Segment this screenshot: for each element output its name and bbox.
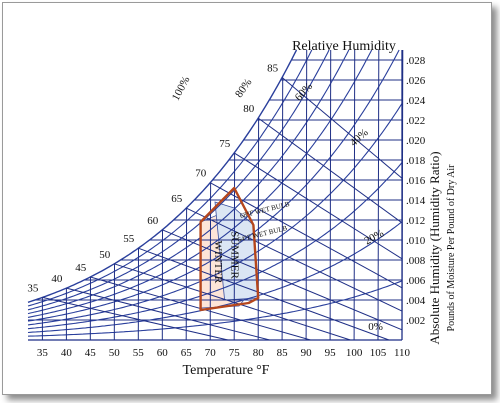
saturation-temp-label: 40 bbox=[51, 273, 63, 285]
x-tick-label: 45 bbox=[85, 347, 97, 359]
y-tick-label: .012 bbox=[406, 215, 425, 227]
x-tick-label: 110 bbox=[394, 347, 411, 359]
wetbulb-line bbox=[66, 287, 270, 341]
rh-curve-70 bbox=[27, 49, 350, 315]
saturation-temp-label: 80 bbox=[243, 103, 255, 115]
rh-label: 20% bbox=[362, 227, 385, 247]
rh-label: 0% bbox=[368, 321, 383, 333]
chart-frame bbox=[2, 2, 492, 395]
comfort-outline bbox=[199, 186, 260, 312]
y-tick-label: .014 bbox=[406, 195, 426, 207]
saturation-temp-label: 75 bbox=[219, 138, 231, 150]
saturation-temp-label: 50 bbox=[99, 249, 111, 261]
saturation-temp-label: 45 bbox=[75, 262, 87, 274]
x-tick-label: 100 bbox=[346, 347, 363, 359]
wetbulb-line bbox=[138, 247, 390, 341]
x-tick-label: 90 bbox=[301, 347, 313, 359]
wetbulb-line bbox=[281, 77, 403, 179]
saturation-temp-label: 55 bbox=[123, 233, 135, 245]
wetbulb-line bbox=[209, 182, 403, 289]
wetbulb-line bbox=[185, 207, 403, 312]
drybulb-gridline bbox=[281, 77, 284, 341]
zone-label-summer: SUMMER bbox=[228, 231, 240, 279]
y-tick-label: .002 bbox=[406, 315, 425, 327]
drybulb-gridline bbox=[329, 49, 332, 341]
x-tick-label: 75 bbox=[229, 347, 241, 359]
x-tick-label: 35 bbox=[37, 347, 49, 359]
x-tick-label: 80 bbox=[253, 347, 265, 359]
saturation-temp-label: 35 bbox=[27, 282, 39, 294]
y-tick-label: .004 bbox=[406, 295, 426, 307]
zone-label-winter: WINTER bbox=[212, 241, 224, 284]
x-tick-label: 50 bbox=[109, 347, 121, 359]
y-tick-label: .018 bbox=[406, 155, 426, 167]
saturation-temp-label: 70 bbox=[195, 168, 207, 180]
y-tick-label: .010 bbox=[406, 235, 426, 247]
y-tick-label: .026 bbox=[406, 75, 426, 87]
x-tick-label: 65 bbox=[181, 347, 193, 359]
y-axis-label: Absolute Humidity (Humidity Ratio) bbox=[427, 151, 442, 344]
y-tick-label: .008 bbox=[406, 255, 426, 267]
y-tick-label: .006 bbox=[406, 275, 426, 287]
y-axis-sublabel: Pounds of Moisture Per Pound of Dry Air bbox=[446, 164, 457, 332]
x-axis-label: Temperature °F bbox=[183, 363, 270, 378]
y-tick-label: .020 bbox=[406, 135, 426, 147]
x-tick-label: 40 bbox=[61, 347, 73, 359]
x-tick-label: 55 bbox=[133, 347, 145, 359]
wetbulb-line bbox=[233, 152, 403, 260]
y-tick-label: .028 bbox=[406, 55, 426, 67]
chart-title: Relative Humidity bbox=[292, 39, 396, 54]
wetbulb-line bbox=[114, 263, 351, 341]
wetbulb-line bbox=[42, 296, 229, 341]
x-tick-label: 85 bbox=[277, 347, 289, 359]
wetbulb-line bbox=[162, 229, 403, 331]
saturation-temp-label: 60 bbox=[147, 215, 159, 227]
wetbulb-line bbox=[257, 117, 403, 224]
drybulb-gridline bbox=[377, 49, 380, 341]
drybulb-gridline bbox=[353, 49, 356, 341]
x-tick-label: 105 bbox=[370, 347, 387, 359]
x-tick-label: 60 bbox=[157, 347, 169, 359]
y-tick-label: .024 bbox=[406, 95, 426, 107]
y-tick-label: .016 bbox=[406, 175, 426, 187]
x-tick-label: 95 bbox=[325, 347, 337, 359]
rh-label: 100% bbox=[170, 74, 193, 102]
rh-curve-90 bbox=[27, 49, 313, 307]
y-tick-label: .022 bbox=[406, 115, 425, 127]
rh-label: 80% bbox=[233, 77, 254, 100]
saturation-temp-label: 85 bbox=[267, 63, 279, 75]
x-tick-label: 70 bbox=[205, 347, 217, 359]
saturation-temp-label: 65 bbox=[171, 193, 183, 205]
